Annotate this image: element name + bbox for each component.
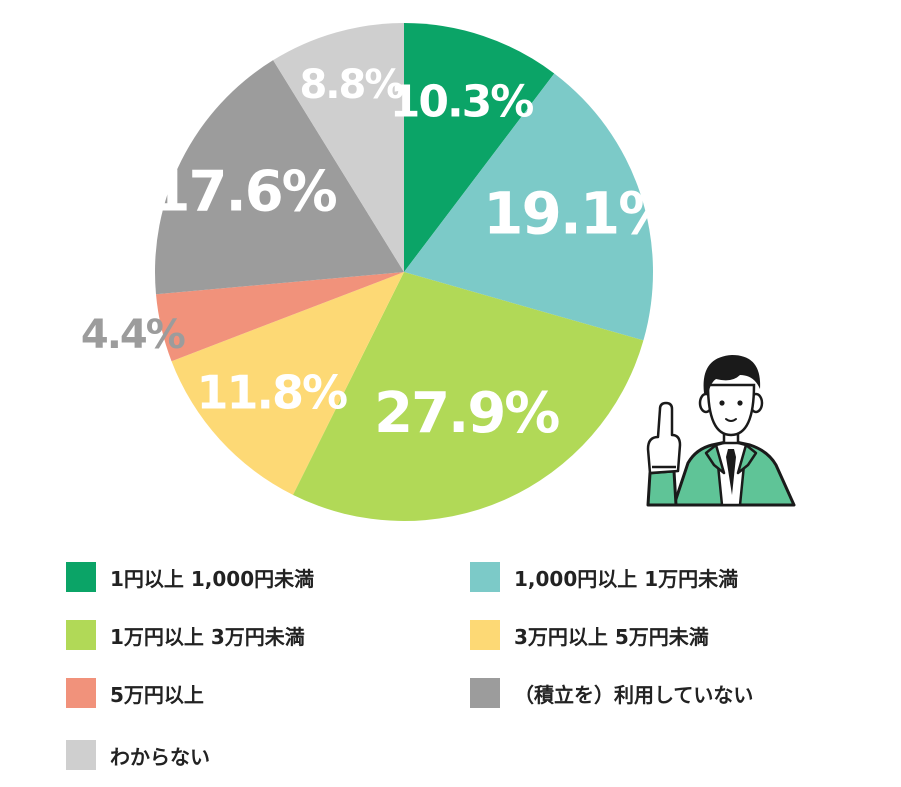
legend-item-3: 1万円以上 3万円未満 <box>66 620 305 650</box>
legend-swatch <box>66 620 96 650</box>
pie-chart: 10.3% 19.1% 27.9% 11.8% 4.4% 17.6% 8.8% <box>80 23 677 522</box>
legend-label: 1万円以上 3万円未満 <box>110 624 305 649</box>
legend-swatch <box>66 562 96 592</box>
pie-slice-5 <box>155 272 404 362</box>
pie-slice-1 <box>404 23 555 272</box>
legend-item-4: 3万円以上 5万円未満 <box>470 620 709 650</box>
slice-value-label-7: 8.8% <box>299 62 403 108</box>
legend-swatch <box>470 678 500 708</box>
legend-swatch <box>66 678 96 708</box>
legend-label: （積立を）利用していない <box>514 682 754 707</box>
pie-slice-4 <box>171 272 404 495</box>
pie-value-labels: 10.3% 19.1% 27.9% 11.8% 4.4% 17.6% 8.8% <box>81 62 677 446</box>
legend-label: 1,000円以上 1万円未満 <box>514 566 739 591</box>
legend-item-7: わからない <box>66 740 210 770</box>
legend-label: 1円以上 1,000円未満 <box>110 566 315 591</box>
slice-value-label-4: 11.8% <box>197 366 347 420</box>
slice-value-label-1: 10.3% <box>390 77 534 128</box>
legend-swatch <box>66 740 96 770</box>
pie-slice-7 <box>273 23 404 272</box>
pie-slices <box>155 23 653 522</box>
pie-slice-2 <box>404 73 653 341</box>
pie-slice-3 <box>292 272 644 522</box>
legend-item-6: （積立を）利用していない <box>470 678 753 708</box>
slice-value-label-5: 4.4% <box>81 312 185 358</box>
legend-item-1: 1円以上 1,000円未満 <box>66 562 314 592</box>
slice-value-label-3: 27.9% <box>374 381 559 446</box>
slice-value-label-2: 19.1% <box>483 180 675 248</box>
pie-slice-6 <box>155 60 404 295</box>
legend-swatch <box>470 562 500 592</box>
legend-label: わからない <box>110 744 210 769</box>
legend-swatch <box>470 620 500 650</box>
slice-value-label-6: 17.6% <box>152 159 337 224</box>
legend-label: 5万円以上 <box>110 682 204 707</box>
legend-label: 3万円以上 5万円未満 <box>514 624 709 649</box>
pointing-businessman-icon <box>646 355 796 507</box>
legend-item-5: 5万円以上 <box>66 678 204 708</box>
legend-item-2: 1,000円以上 1万円未満 <box>470 562 738 592</box>
